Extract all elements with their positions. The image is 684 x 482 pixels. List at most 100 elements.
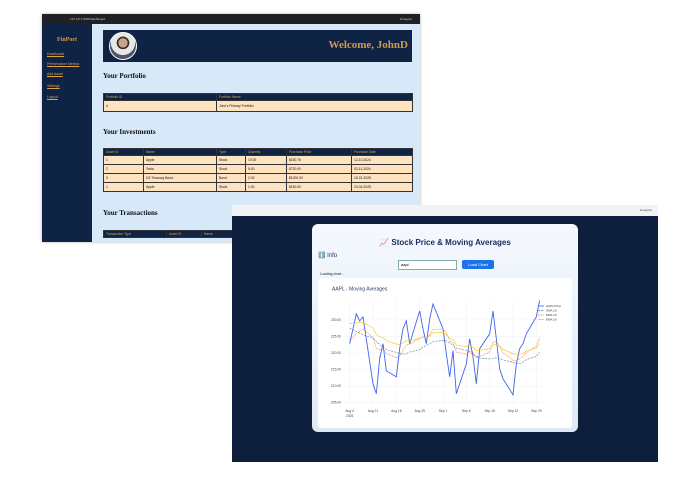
column-header: Transaction Type — [103, 230, 167, 238]
row: 3 US Treasury Bond Bond 2.00 $1000.00 15-01-2… — [103, 173, 413, 183]
brand: FinPort — [57, 37, 77, 43]
cell: 1.00 — [245, 182, 287, 192]
cell: 3 — [103, 173, 144, 183]
title: 📈 Stock Price & Moving Averages — [379, 238, 511, 247]
chart: AAPL - Moving Averages 205.00 210.00 215.0… — [331, 286, 562, 418]
x-tick-label: Sep 29 — [531, 409, 542, 413]
chart-title: AAPL - Moving Averages — [332, 286, 388, 292]
section-title: Your Portfolio — [103, 72, 146, 80]
welcome: Welcome, JohnD — [328, 39, 408, 51]
x-tick-label: Sep 8 — [462, 409, 471, 413]
ticker-input[interactable]: aapl — [398, 260, 457, 270]
legend-label: SMA 10 — [546, 308, 557, 312]
cell: 12-10-2024 — [351, 155, 413, 165]
cell: US Treasury Bond — [143, 173, 217, 183]
y-tick-label: 210.00 — [331, 384, 341, 388]
cell: Apple — [143, 155, 217, 165]
x-year-label: 2025 — [346, 414, 354, 418]
cell: 10.00 — [245, 155, 287, 165]
header-row: Asset ID Name Type Quantity Purchase Price Pu… — [103, 148, 413, 156]
browser-bar: Incognito — [232, 205, 658, 216]
cell: 15-01-2025 — [351, 173, 413, 183]
column-header: Asset ID — [103, 148, 144, 156]
cell: $180.00 — [286, 182, 352, 192]
cell: Stock — [216, 155, 246, 165]
cell: $720.00 — [286, 164, 352, 174]
x-tick-label: Aug 4 — [345, 409, 354, 413]
investments-table: Asset ID Name Type Quantity Purchase Price Pu… — [103, 148, 413, 192]
url: 127.0.0.1:5000/dashboard — [70, 17, 106, 21]
cell: Tesla — [143, 164, 217, 174]
thead: Asset ID Name Type Quantity Purchase Price Pu… — [103, 148, 413, 156]
series-line — [349, 300, 541, 397]
legend-label: EMA 20 — [546, 317, 557, 321]
x-tick-label: Sep 22 — [508, 409, 519, 413]
nav-link[interactable]: Logout — [47, 95, 58, 99]
cell: 23-04-2025 — [351, 182, 413, 192]
x-tick-label: Sep 1 — [439, 409, 448, 413]
x-tick-label: Aug 25 — [414, 409, 425, 413]
section-title: Your Transactions — [103, 209, 158, 217]
column-header: Quantity — [245, 148, 287, 156]
row: 2 Tesla Stock 5.00 $720.00 02-11-2024 — [103, 164, 413, 174]
row: 4 John's Primary Portfolio — [103, 100, 413, 112]
cell: Stock — [216, 182, 246, 192]
cell: 1 — [103, 155, 144, 165]
y-tick-label: 230.00 — [331, 318, 341, 322]
cell: 1 — [103, 182, 144, 192]
x-tick-label: Aug 18 — [391, 409, 402, 413]
section-title: Your Investments — [103, 128, 156, 136]
cell: 2.00 — [245, 173, 287, 183]
avatar — [109, 32, 137, 60]
browser-bar: 127.0.0.1:5000/dashboard Incognito — [42, 14, 420, 24]
series-line — [349, 328, 540, 362]
column-header: Purchase Date — [351, 148, 413, 156]
nav-link[interactable]: Settings — [47, 84, 60, 88]
chart-panel: AAPL - Moving Averages 205.00 210.00 215.0… — [318, 278, 572, 428]
tab-label: Incognito — [639, 208, 652, 212]
x-tick-label: Aug 11 — [368, 409, 378, 413]
info[interactable]: ℹ️ Info — [318, 253, 338, 259]
y-tick-label: 220.00 — [331, 351, 341, 355]
load-button[interactable]: Load Chart — [462, 260, 494, 269]
status: Loading chart... — [320, 272, 345, 276]
row: 1 Apple Stock 10.00 $150.75 12-10-2024 — [103, 155, 413, 165]
cell: $1000.00 — [286, 173, 352, 183]
column-header: Portfolio ID — [103, 93, 217, 101]
thead: Portfolio ID Portfolio Name — [103, 93, 413, 101]
x-tick-label: Sep 15 — [484, 409, 495, 413]
row: 1 Apple Stock 1.00 $180.00 23-04-2025 — [103, 182, 413, 192]
cell: John's Primary Portfolio — [216, 100, 413, 112]
cell: Bond — [216, 173, 246, 183]
cell: 02-11-2024 — [351, 164, 413, 174]
column-header: Type — [216, 148, 246, 156]
y-tick-label: 205.00 — [331, 401, 341, 405]
cell: 5.00 — [245, 164, 287, 174]
header-row: Portfolio ID Portfolio Name — [103, 93, 413, 101]
dashboard-window: 127.0.0.1:5000/dashboard Incognito FinPo… — [42, 14, 420, 242]
nav-link[interactable]: Add Asset — [47, 72, 63, 76]
nav-link[interactable]: Dashboard — [47, 52, 65, 56]
tbody: 1 Apple Stock 10.00 $150.75 12-10-2024 2 Tesla S… — [103, 155, 413, 192]
y-tick-label: 215.00 — [331, 367, 341, 371]
portfolio-table: Portfolio ID Portfolio Name 4 John's Primar… — [103, 93, 413, 112]
card: 📈 Stock Price & Moving Averages ℹ️ Info … — [312, 224, 578, 432]
nav-link[interactable]: Performance Metrics — [47, 62, 80, 66]
column-header: Asset ID — [166, 230, 202, 238]
header: Welcome, JohnD — [103, 30, 412, 62]
sidebar: FinPort Dashboard Performance Metrics Add … — [42, 24, 92, 242]
cell: Apple — [143, 182, 217, 192]
cell: 2 — [103, 164, 144, 174]
series-line — [349, 321, 540, 355]
legend-label: EMA 10 — [546, 313, 557, 317]
column-header: Purchase Price — [286, 148, 352, 156]
chart-window: Incognito 📈 Stock Price & Moving Average… — [232, 205, 658, 462]
legend-label: AAPL Price — [546, 304, 562, 308]
cell: $150.75 — [286, 155, 352, 165]
tab-label: Incognito — [399, 17, 412, 21]
tbody: 4 John's Primary Portfolio — [103, 100, 413, 112]
series-line — [349, 327, 540, 364]
column-header: Portfolio Name — [216, 93, 413, 101]
column-header: Name — [143, 148, 217, 156]
